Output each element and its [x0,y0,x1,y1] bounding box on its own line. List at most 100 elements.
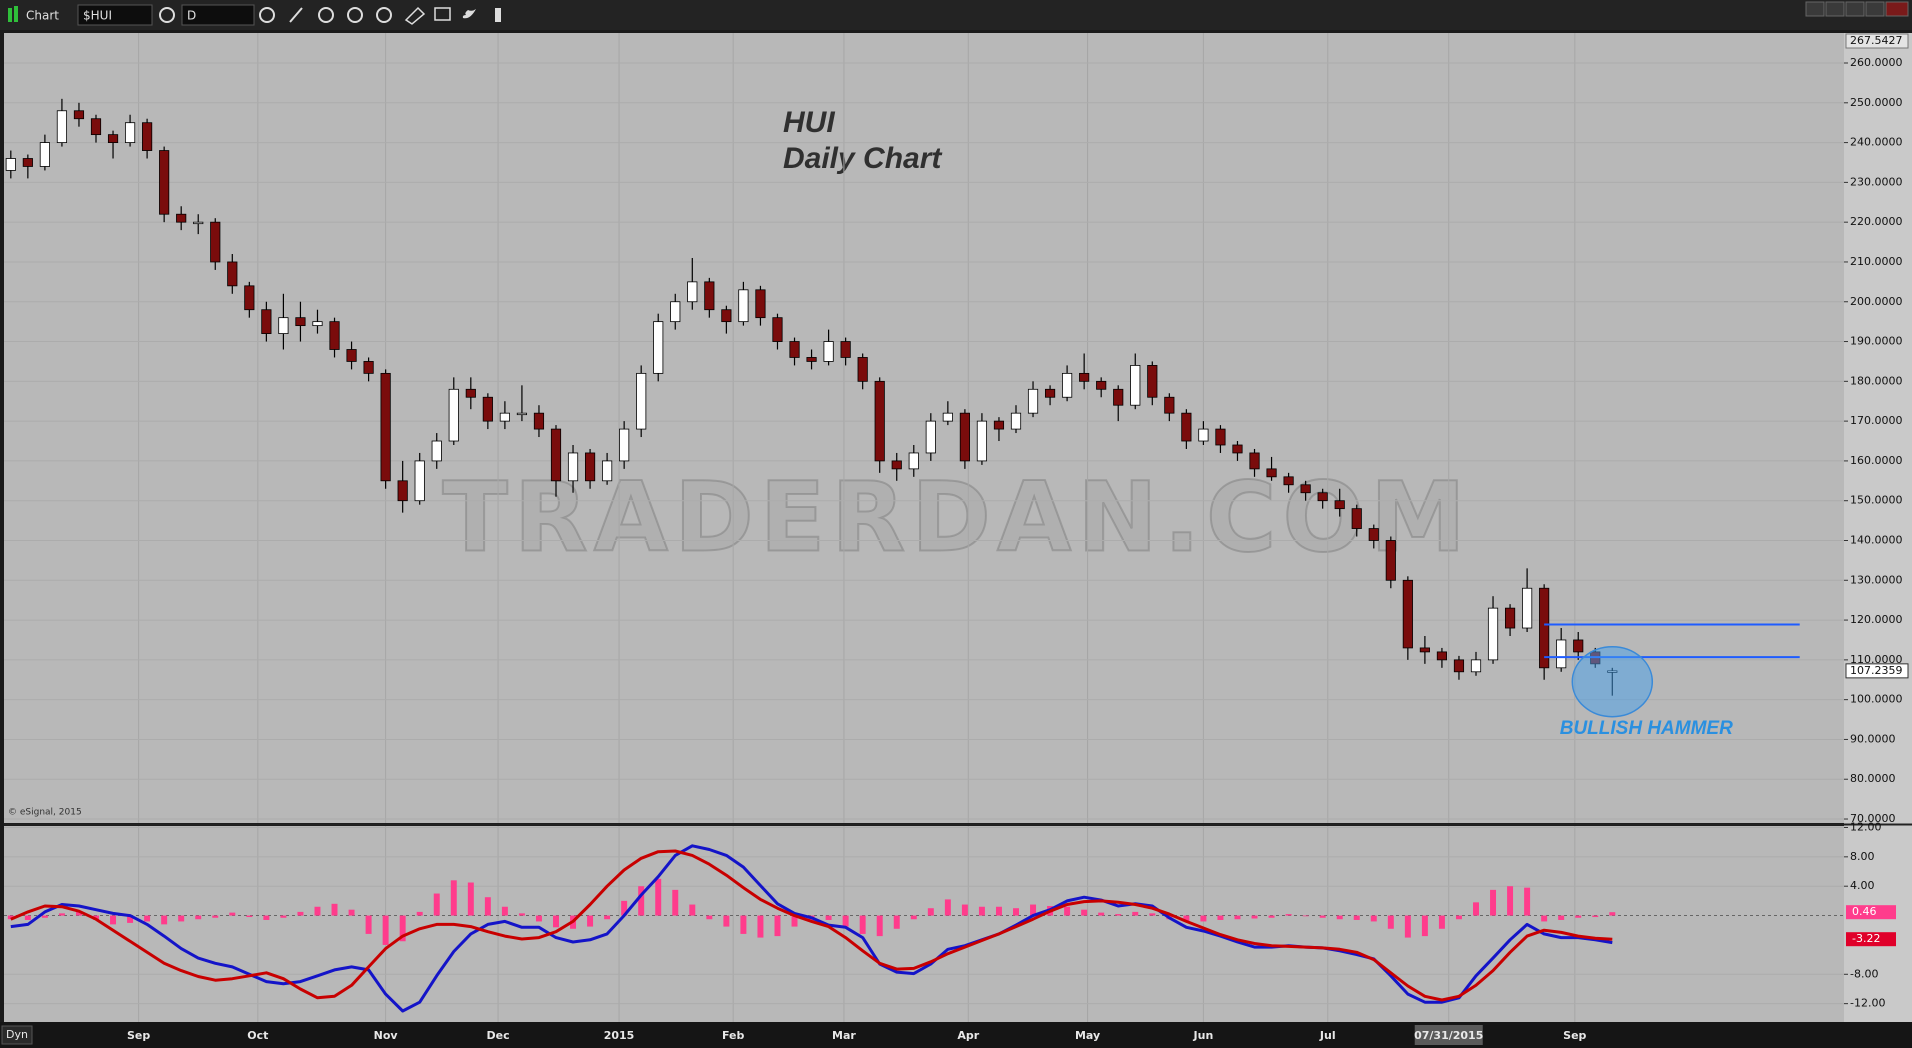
histogram-bar [41,915,48,918]
histogram-bar [297,911,304,916]
histogram-bar [604,915,611,920]
maximize-button[interactable] [1865,1,1885,17]
copyright: © eSignal, 2015 [8,808,82,818]
candle-body [1419,647,1430,653]
interval-input[interactable] [181,4,255,26]
histogram-bar [995,906,1002,916]
y-tick-label: 90.0000 [1850,732,1896,745]
x-tick-label: Jun [1193,1029,1214,1042]
candle-body [619,428,630,462]
restore-button[interactable] [1825,1,1845,17]
histogram-bar [1490,889,1497,916]
candle-body [516,412,528,416]
histogram-bar [791,915,798,927]
candle-body [1283,476,1294,486]
candle-body [159,150,170,215]
y-tick-label: -12.00 [1850,997,1885,1010]
macd-line [10,849,1613,1002]
candle-body [721,309,732,323]
comment-button[interactable] [434,7,451,21]
candle-body [1181,412,1192,442]
histogram-bar [1285,914,1292,916]
settings-button[interactable] [159,7,175,23]
interval[interactable]: D [187,9,196,23]
symbol[interactable]: $HUI [83,9,112,23]
candle-body [857,357,868,382]
dyn-label[interactable]: Dyn [6,1028,28,1041]
twitter-button[interactable] [462,9,476,19]
histogram-bar [331,903,338,916]
candle-body [1436,651,1448,661]
candle-body [1539,587,1550,669]
help-button[interactable] [1805,1,1825,17]
y-tick-label: 140.0000 [1850,533,1903,546]
last-price-box [1845,663,1909,679]
candle-body [465,388,476,398]
last-price-label: 107.2359 [1850,664,1903,677]
candle-body [56,110,68,143]
x-tick-label: May [1075,1029,1100,1042]
histogram-bar [399,915,406,942]
dyn-button[interactable] [1,1025,33,1045]
minimize-button[interactable] [1845,1,1865,17]
histogram-bar [110,915,117,925]
annotation: BULLISH HAMMER [1560,718,1733,739]
histogram-bar [757,915,764,938]
y-tick-label: 230.0000 [1850,175,1903,188]
x-tick-label: Oct [247,1029,268,1042]
y-tick-label: 200.0000 [1850,295,1903,308]
histogram-bar [740,915,747,934]
candle-body [431,440,442,462]
toolbar [0,0,1912,30]
macd-line [10,844,1613,1013]
play-button[interactable] [347,7,363,23]
symbol-input[interactable] [77,4,153,26]
draw-button[interactable] [289,7,303,23]
candle-body [1113,388,1124,406]
x-tick-label: Mar [832,1029,856,1042]
x-tick-label: Dec [487,1029,510,1042]
sync-button[interactable] [259,7,275,23]
candle-body [397,480,408,502]
histogram-bar [1200,915,1207,922]
histogram-bar [1064,906,1071,916]
candle-body [1317,492,1328,502]
histogram-bar [1319,915,1326,918]
histogram-bar [263,915,270,920]
histogram-bar [416,911,423,916]
candle-body [499,412,510,422]
chart-subtitle: Daily Chart [783,142,943,175]
histogram-bar [484,897,491,916]
histogram-bar [535,915,542,922]
x-tick-highlight [1414,1025,1483,1045]
close-button[interactable] [1885,1,1909,17]
candle-body [1334,500,1345,510]
y-tick-label: 12.00 [1850,820,1882,833]
facebook-button[interactable] [495,8,501,22]
histogram-bar [144,915,151,922]
histogram-bar [1524,887,1531,916]
candle-body [1368,528,1379,541]
histogram-bar [1302,915,1309,917]
zoom-button[interactable] [376,7,392,23]
candle-body [891,460,902,470]
histogram-bar [859,915,866,934]
refresh-button[interactable] [318,7,334,23]
candle-body [193,221,204,225]
candle-body [550,428,562,482]
value-axis [1844,33,1912,1022]
histogram-bar [127,915,134,923]
erase-button[interactable] [404,6,426,25]
histogram-bar [365,915,372,934]
histogram-bar [1217,915,1224,920]
histogram-bar [1609,912,1616,916]
candle-body [584,452,596,482]
hammer-highlight [1571,645,1654,718]
candle-body [107,134,119,143]
histogram-bar [1575,915,1582,918]
histogram-bar [382,915,389,945]
candle-body [346,349,357,362]
histogram-bar [1541,915,1548,922]
candle-body [142,122,153,151]
